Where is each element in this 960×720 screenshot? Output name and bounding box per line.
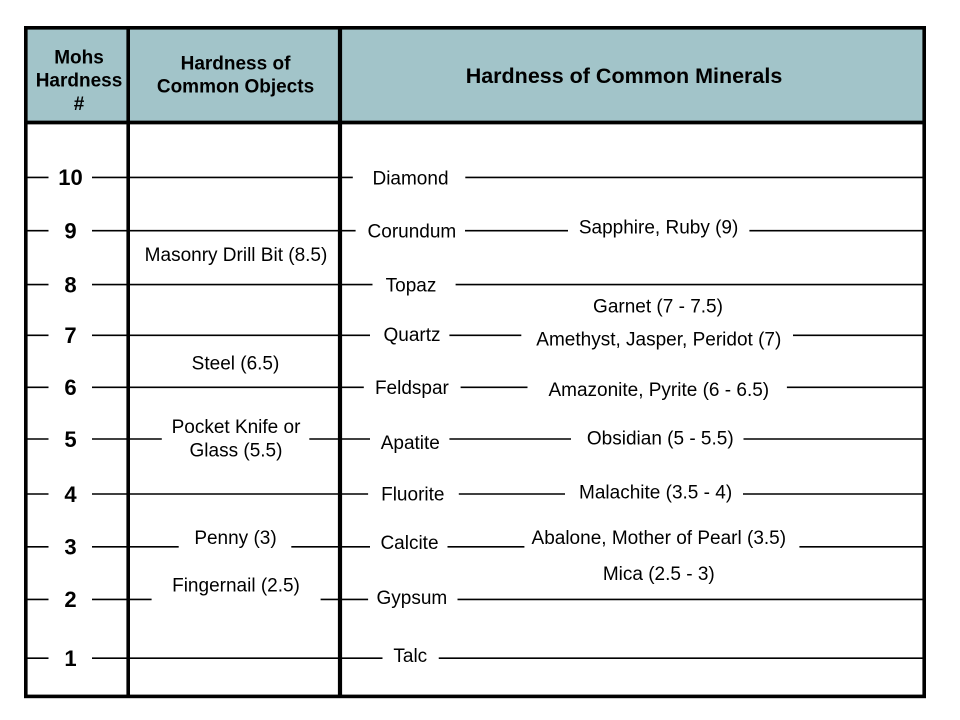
svg-text:Steel (6.5): Steel (6.5) <box>192 353 280 374</box>
svg-text:Garnet (7 - 7.5): Garnet (7 - 7.5) <box>593 296 723 317</box>
svg-text:Gypsum: Gypsum <box>377 588 448 609</box>
svg-text:Apatite: Apatite <box>381 433 440 454</box>
svg-text:7: 7 <box>64 323 76 348</box>
svg-text:Amazonite, Pyrite (6 - 6.5): Amazonite, Pyrite (6 - 6.5) <box>548 380 769 401</box>
svg-text:Malachite (3.5 - 4): Malachite (3.5 - 4) <box>579 482 732 503</box>
svg-text:Hardness of Common Minerals: Hardness of Common Minerals <box>466 64 783 88</box>
svg-text:Hardness of: Hardness of <box>181 53 291 74</box>
svg-text:6: 6 <box>64 375 76 400</box>
svg-text:Mica (2.5 - 3): Mica (2.5 - 3) <box>603 564 715 585</box>
svg-text:Diamond: Diamond <box>372 168 448 189</box>
svg-text:Quartz: Quartz <box>383 325 440 346</box>
svg-text:Obsidian (5 - 5.5): Obsidian (5 - 5.5) <box>587 428 734 449</box>
svg-text:#: # <box>74 94 85 115</box>
svg-text:Common Objects: Common Objects <box>157 77 314 98</box>
svg-text:1: 1 <box>64 646 76 671</box>
svg-text:4: 4 <box>64 482 77 507</box>
svg-text:Amethyst, Jasper, Peridot (7): Amethyst, Jasper, Peridot (7) <box>536 330 781 351</box>
svg-text:2: 2 <box>64 587 76 612</box>
svg-text:Penny (3): Penny (3) <box>194 528 276 549</box>
svg-text:Feldspar: Feldspar <box>375 378 450 399</box>
svg-text:Mohs: Mohs <box>54 48 104 69</box>
svg-text:10: 10 <box>58 165 82 190</box>
svg-text:Sapphire, Ruby (9): Sapphire, Ruby (9) <box>579 218 738 239</box>
svg-text:Abalone, Mother of Pearl (3.5): Abalone, Mother of Pearl (3.5) <box>532 528 787 549</box>
svg-text:Topaz: Topaz <box>386 276 437 297</box>
svg-text:3: 3 <box>64 535 76 560</box>
svg-text:Masonry Drill Bit (8.5): Masonry Drill Bit (8.5) <box>145 245 328 266</box>
svg-text:Hardness: Hardness <box>36 71 123 92</box>
svg-text:9: 9 <box>64 219 76 244</box>
svg-text:8: 8 <box>64 272 76 297</box>
svg-text:5: 5 <box>64 427 76 452</box>
svg-text:Fluorite: Fluorite <box>381 484 444 505</box>
svg-text:Fingernail (2.5): Fingernail (2.5) <box>172 575 300 596</box>
svg-text:Calcite: Calcite <box>380 533 438 554</box>
svg-text:Pocket Knife or: Pocket Knife or <box>172 417 302 438</box>
svg-text:Talc: Talc <box>393 646 427 667</box>
svg-text:Glass (5.5): Glass (5.5) <box>190 440 283 461</box>
svg-text:Corundum: Corundum <box>368 221 457 242</box>
